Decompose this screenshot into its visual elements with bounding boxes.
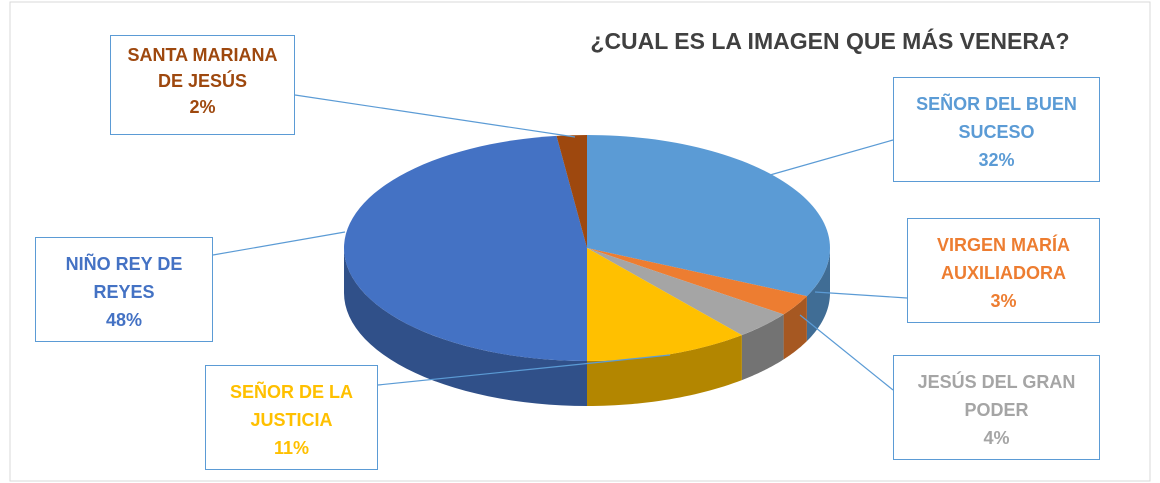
leader-line — [294, 94, 576, 138]
category-label: SEÑOR DE LA JUSTICIA — [229, 382, 353, 430]
data-label-box: NIÑO REY DE REYES 48% — [35, 237, 213, 342]
value-label: 3% — [990, 291, 1017, 311]
leader-line — [212, 231, 346, 256]
pie-slice — [587, 135, 830, 297]
pie-slice — [587, 248, 784, 336]
data-label-box: VIRGEN MARÍA AUXILIADORA 3% — [907, 218, 1100, 323]
pie-slice — [587, 248, 742, 361]
value-label: 32% — [978, 150, 1015, 170]
data-label-box: SEÑOR DE LA JUSTICIA 11% — [205, 365, 378, 470]
leader-line — [377, 354, 671, 386]
slice-side — [741, 314, 784, 381]
category-label: SANTA MARIANA DE JESÚS — [127, 45, 278, 91]
category-label: NIÑO REY DE REYES — [65, 254, 183, 302]
pie-slice — [556, 135, 587, 248]
slice-side — [783, 296, 807, 360]
slice-side — [587, 335, 742, 406]
pie-slice — [587, 248, 807, 315]
slice-side — [806, 248, 830, 342]
pie-slice — [343, 135, 587, 361]
leader-line — [814, 291, 908, 299]
data-label-box: JESÚS DEL GRAN PODER 4% — [893, 355, 1100, 460]
leader-line — [799, 314, 894, 391]
category-label: SEÑOR DEL BUEN SUCESO — [916, 94, 1077, 142]
value-label: 2% — [189, 97, 216, 117]
data-label-box: SANTA MARIANA DE JESÚS 2% — [110, 35, 295, 135]
slice-side — [344, 248, 587, 406]
category-label: JESÚS DEL GRAN PODER — [917, 372, 1076, 420]
chart-title: ¿CUAL ES LA IMAGEN QUE MÁS VENERA? — [590, 28, 1070, 54]
value-label: 4% — [983, 428, 1010, 448]
value-label: 48% — [105, 310, 143, 330]
data-label-box: SEÑOR DEL BUEN SUCESO 32% — [893, 77, 1100, 182]
chart-border — [9, 1, 1151, 482]
category-label: VIRGEN MARÍA AUXILIADORA — [936, 235, 1070, 283]
leader-line — [769, 139, 894, 176]
value-label: 11% — [273, 438, 310, 458]
